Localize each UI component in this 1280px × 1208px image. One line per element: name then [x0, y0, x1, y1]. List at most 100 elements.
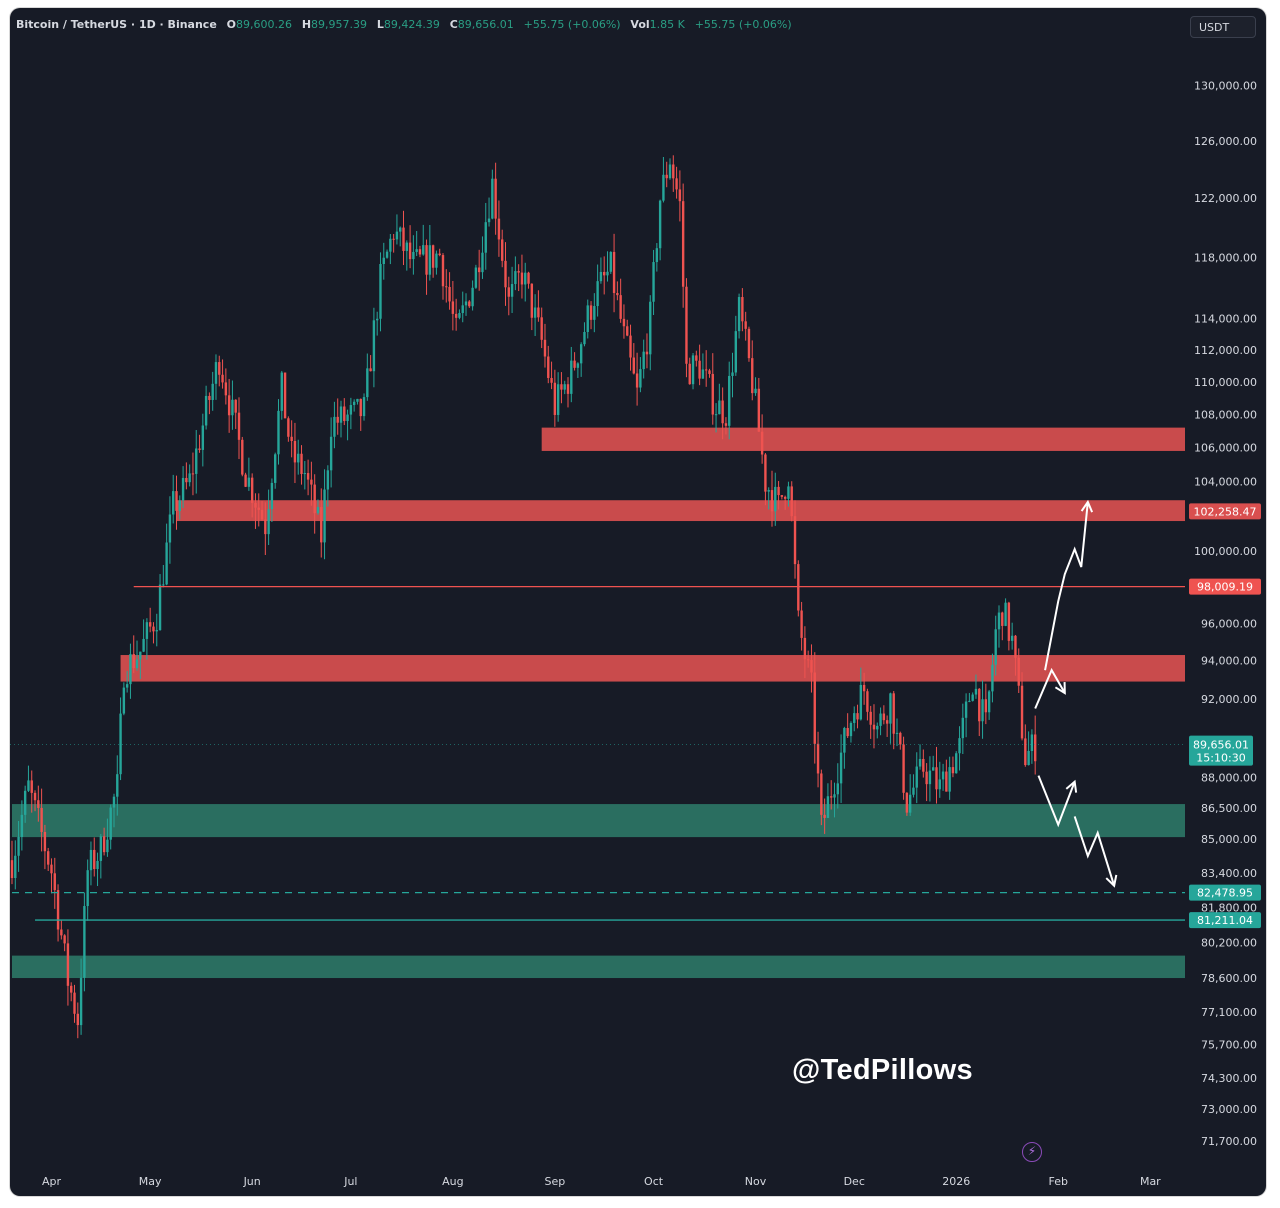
candle-body-223	[744, 321, 747, 329]
candle-body-106	[359, 398, 362, 417]
candle-body-57	[198, 448, 201, 450]
candle-body-89	[303, 473, 307, 475]
candle-body-224	[747, 328, 751, 359]
candle-body-260	[866, 691, 869, 712]
candle-body-107	[362, 397, 366, 417]
x-tick-label-3: Jul	[343, 1175, 357, 1188]
candle-body-176	[589, 305, 593, 320]
candle-body-30	[109, 807, 112, 840]
candle-body-120	[405, 242, 408, 251]
candle-body-62	[214, 362, 218, 384]
candle-body-86	[293, 440, 297, 463]
candle-body-18	[70, 985, 73, 993]
x-tick-label-0: Apr	[42, 1175, 62, 1188]
candle-body-268	[892, 693, 895, 734]
candle-body-230	[767, 490, 770, 492]
candle-body-145	[487, 218, 491, 223]
candle-body-227	[757, 388, 761, 432]
candle-body-196	[655, 248, 659, 263]
candle-body-217	[724, 423, 728, 426]
candle-body-174	[583, 331, 586, 345]
candle-body-186	[622, 318, 626, 327]
price-chart[interactable]: 98,009.19 102,258.47 82,478.95 81,211.04 89,…	[10, 8, 1266, 1196]
candle-body-12	[50, 864, 53, 874]
bullish-scenario-path-1	[1044, 501, 1089, 671]
candle-body-289	[961, 717, 965, 739]
y-tick-label-13: 92,000.00	[1201, 693, 1257, 706]
currency-button[interactable]: USDT	[1190, 16, 1256, 38]
candle-body-39	[139, 651, 142, 660]
candle-body-275	[915, 766, 918, 788]
candle-body-81	[277, 410, 280, 455]
y-tick-label-3: 118,000.00	[1194, 251, 1257, 264]
candle-body-288	[958, 738, 961, 754]
candle-body-35	[125, 684, 129, 688]
candle-body-127	[428, 245, 432, 275]
bullish-arrowhead-1	[1080, 499, 1094, 513]
candle-body-192	[642, 351, 645, 370]
candle-body-115	[389, 238, 392, 252]
candle-body-49	[172, 491, 175, 515]
resistance-zone-0	[541, 427, 1185, 451]
candle-body-306	[1017, 657, 1020, 686]
candle-body-1	[14, 855, 17, 879]
candle-body-233	[777, 486, 780, 496]
candle-body-4	[23, 790, 27, 815]
candle-body-90	[306, 473, 310, 480]
high-label: H	[301, 18, 312, 31]
symbol-header: Bitcoin / TetherUS · 1D · Binance O89,60…	[16, 18, 792, 31]
candle-body-225	[751, 358, 754, 394]
candle-body-249	[830, 796, 833, 798]
candle-body-98	[333, 416, 336, 437]
candle-body-170	[570, 360, 573, 394]
candle-body-252	[839, 752, 843, 784]
candle-body-5	[27, 780, 30, 791]
candle-body-84	[287, 418, 290, 437]
candle-body-78	[267, 509, 270, 535]
candle-body-195	[652, 262, 655, 302]
candle-body-157	[527, 272, 530, 284]
y-tick-label-5: 112,000.00	[1194, 344, 1257, 357]
y-tick-label-16: 85,000.00	[1201, 833, 1257, 846]
candle-body-150	[504, 260, 507, 288]
candle-body-138	[464, 301, 468, 306]
candle-body-172	[576, 363, 580, 368]
candle-body-111	[375, 318, 379, 321]
candle-body-46	[162, 584, 165, 586]
candle-body-311	[1033, 734, 1037, 762]
volume-change-value: +55.75 (+0.06%)	[694, 18, 792, 31]
bullish-arrowhead-0	[1054, 682, 1066, 695]
candle-body-74	[254, 502, 257, 508]
candle-body-286	[951, 767, 955, 774]
candle-body-42	[148, 622, 152, 627]
candle-body-38	[135, 659, 139, 669]
candle-body-146	[491, 178, 494, 219]
candle-body-19	[73, 992, 76, 1014]
candle-body-164	[550, 377, 553, 383]
candle-body-251	[836, 783, 839, 795]
candle-body-87	[297, 453, 300, 463]
lightning-icon[interactable]: ⚡	[1022, 1142, 1042, 1162]
candle-body-247	[823, 814, 826, 818]
support-zone-3	[12, 804, 1185, 838]
candle-body-296	[984, 699, 988, 713]
candle-body-190	[635, 373, 639, 388]
candle-body-240	[800, 610, 803, 638]
candle-body-83	[283, 372, 287, 419]
candle-body-202	[675, 178, 678, 190]
y-tick-label-17: 83,400.00	[1201, 867, 1257, 880]
candle-body-185	[619, 295, 622, 319]
candle-body-135	[454, 313, 458, 318]
candle-body-175	[586, 305, 589, 332]
candle-body-53	[185, 477, 188, 483]
candle-body-257	[856, 713, 859, 720]
candle-body-122	[412, 251, 415, 260]
candle-body-137	[461, 305, 464, 314]
candle-body-95	[323, 489, 326, 543]
candle-body-17	[66, 943, 70, 986]
candle-body-301	[1001, 612, 1004, 626]
symbol-title[interactable]: Bitcoin / TetherUS · 1D · Binance	[16, 18, 217, 31]
candle-body-179	[599, 271, 603, 282]
candle-body-264	[879, 713, 882, 726]
y-tick-label-21: 77,100.00	[1201, 1006, 1257, 1019]
